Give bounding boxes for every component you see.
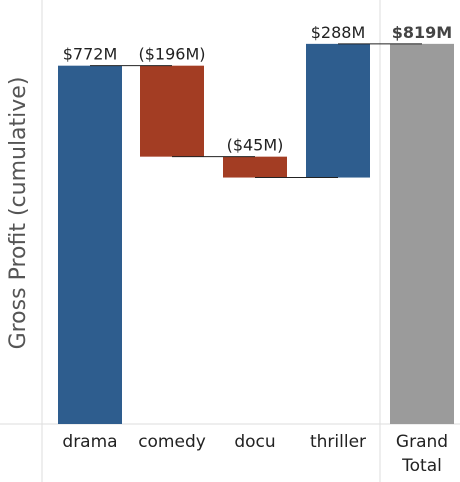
category-label-thriller: thriller: [310, 432, 366, 452]
bar-docu: [223, 156, 287, 178]
bar-thriller: [306, 43, 370, 178]
y-axis-title: Gross Profit (cumulative): [6, 77, 31, 350]
category-label-drama: drama: [62, 432, 117, 452]
category-label-comedy: comedy: [138, 432, 206, 452]
bar-comedy: [140, 65, 204, 157]
value-label-grand-total: $819M: [392, 23, 452, 42]
bar-grand-total: [390, 43, 454, 425]
category-label-grand-total-line-2: Total: [401, 456, 442, 476]
bar-drama: [58, 65, 122, 425]
category-label-grand-total-line-1: Grand: [396, 432, 448, 452]
value-label-drama: $772M: [63, 45, 118, 64]
value-label-thriller: $288M: [311, 23, 366, 42]
category-label-docu: docu: [234, 432, 275, 452]
value-label-comedy: ($196M): [138, 45, 205, 64]
value-label-docu: ($45M): [227, 136, 284, 155]
